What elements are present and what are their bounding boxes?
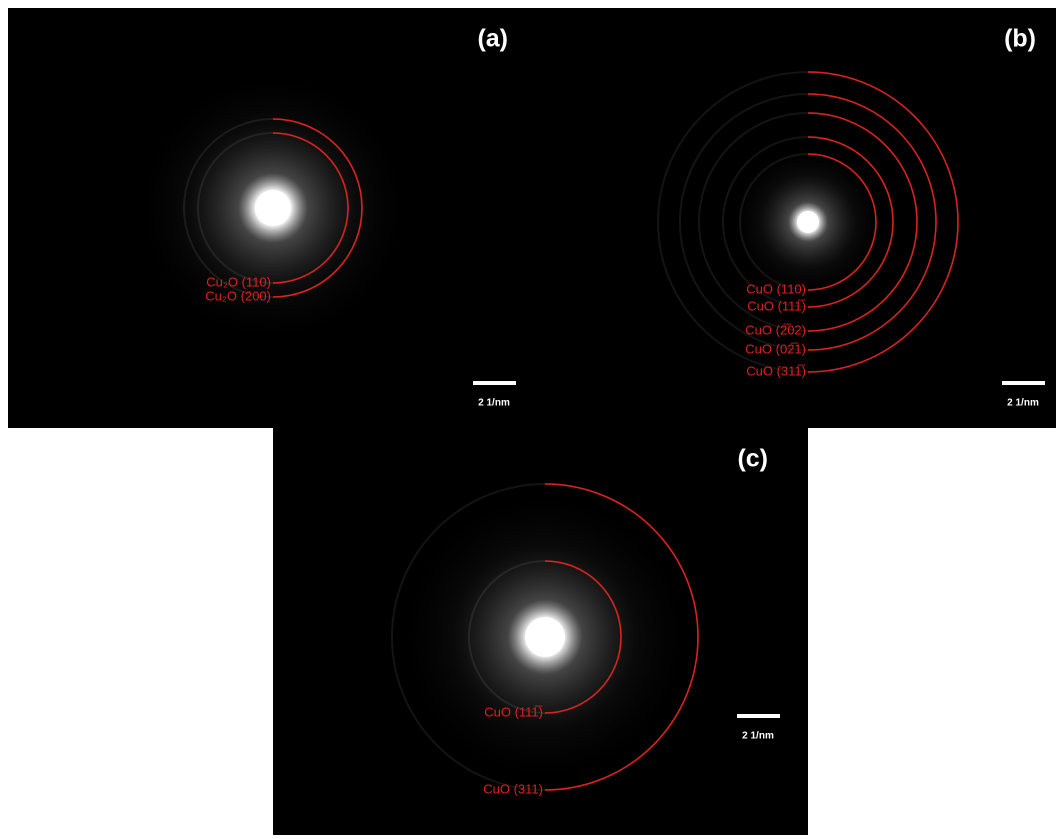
ring-label: CuO (110): [746, 281, 806, 296]
ring-label: Cu₂O (200): [205, 288, 271, 303]
ring-label: CuO (111̅): [747, 298, 806, 313]
figure: Cu₂O (110)Cu₂O (200) (a) 2 1/nm CuO (110) Cu…: [0, 0, 1056, 839]
central-spot: [525, 617, 565, 657]
scale-bar-label: 2 1/nm: [1007, 398, 1039, 409]
panel-label: (a): [477, 25, 508, 53]
ring-label: CuO (311): [483, 781, 543, 796]
panel-label: (b): [1004, 25, 1036, 53]
ring-label: CuO (2̅02): [745, 322, 806, 337]
scale-bar: [1002, 381, 1045, 385]
scale-bar-label: 2 1/nm: [742, 731, 774, 742]
ring-label: CuO (02̅1): [745, 341, 806, 356]
central-spot: [797, 211, 819, 233]
ring-label: CuO (111̅): [484, 704, 543, 719]
panel-label: (c): [737, 445, 768, 473]
scale-bar: [473, 381, 516, 385]
ring-label: CuO (311̅): [746, 363, 806, 378]
central-spot: [255, 190, 291, 226]
scale-bar-label: 2 1/nm: [478, 398, 510, 409]
ring-label: Cu₂O (110): [206, 274, 271, 289]
scale-bar: [737, 714, 780, 718]
